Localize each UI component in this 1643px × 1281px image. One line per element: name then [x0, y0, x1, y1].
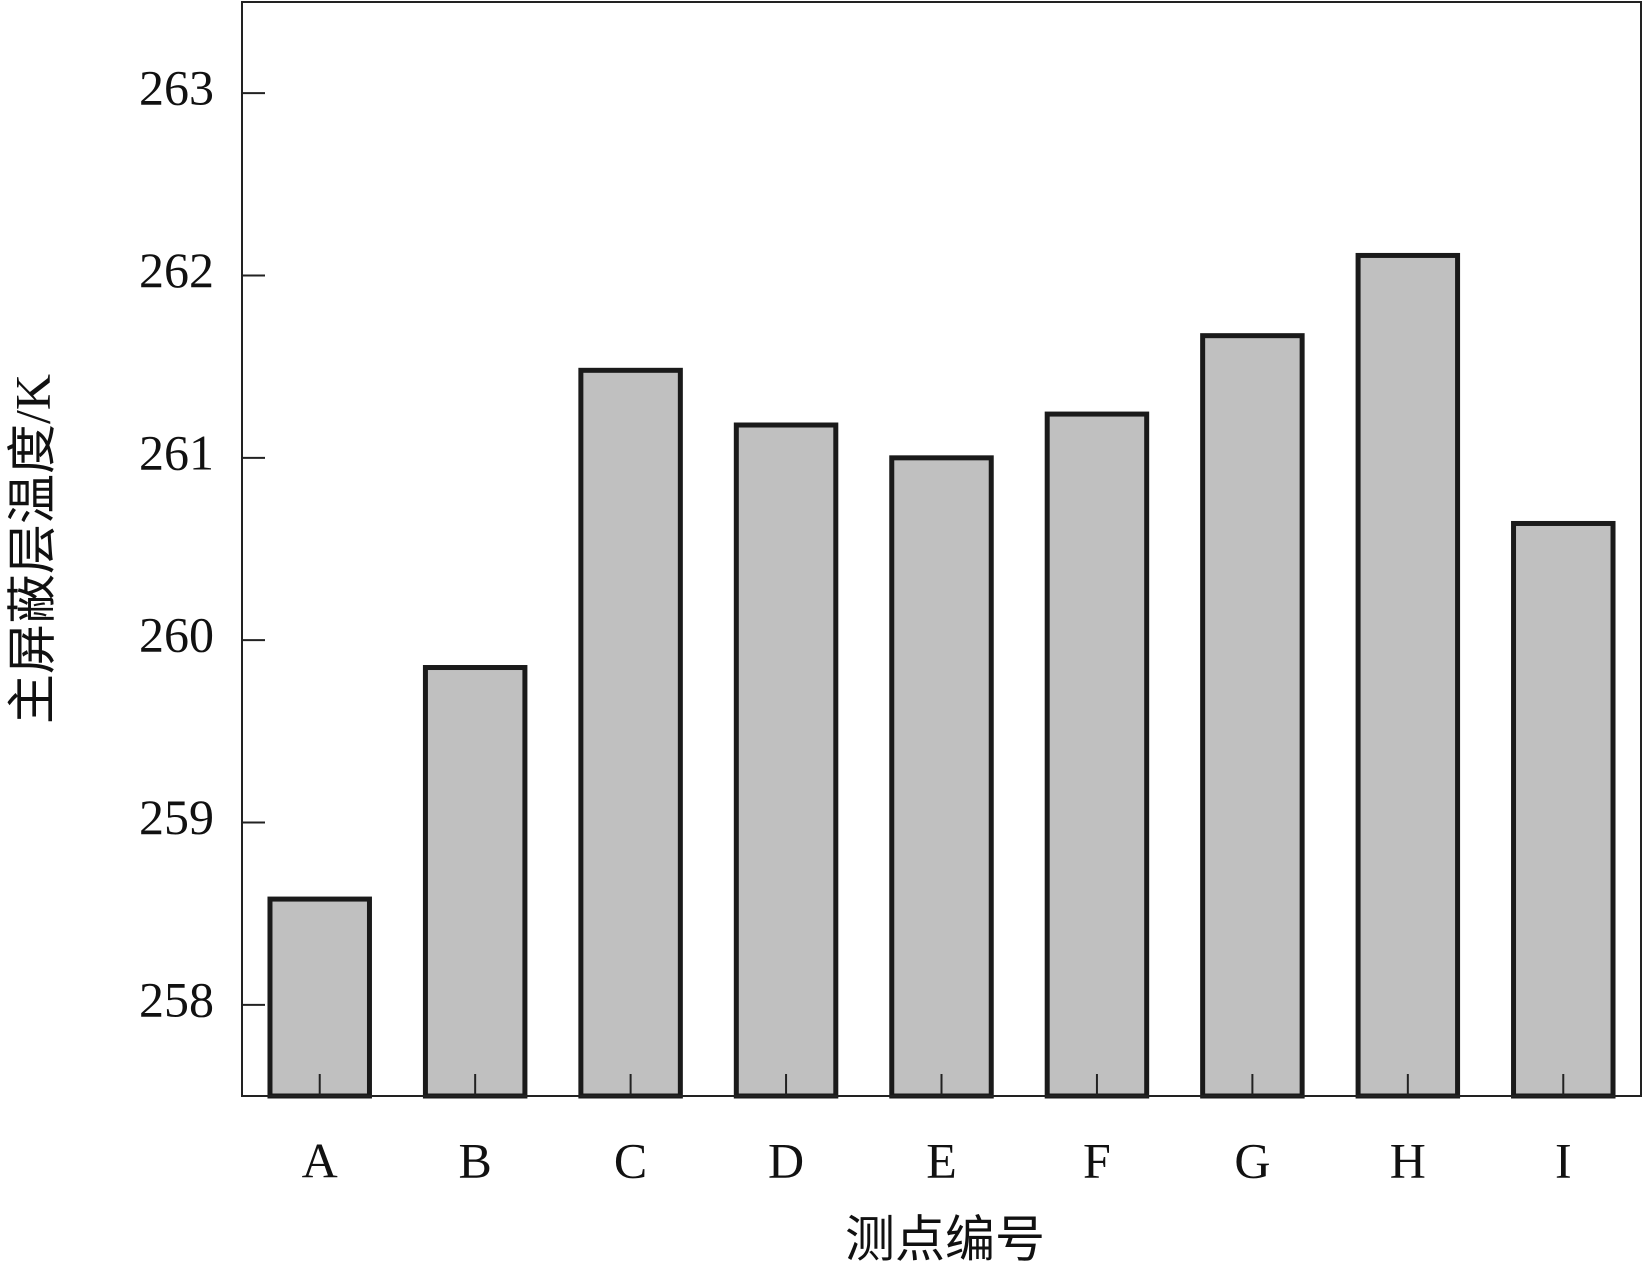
x-tick-label: F	[1083, 1132, 1111, 1188]
x-tick-label: D	[768, 1132, 804, 1188]
bar	[1511, 520, 1616, 1099]
x-tick-label: I	[1555, 1132, 1572, 1188]
y-tick-label: 261	[139, 424, 214, 480]
x-tick-label: C	[614, 1132, 647, 1188]
bar	[1200, 333, 1305, 1099]
bar	[1355, 252, 1461, 1099]
bar	[733, 422, 839, 1099]
y-tick-label: 260	[139, 607, 214, 663]
x-tick-label: G	[1234, 1132, 1270, 1188]
plot-frame	[241, 1, 1642, 1097]
x-tick-label: B	[458, 1132, 491, 1188]
bar	[578, 367, 683, 1099]
x-tick-label: E	[926, 1132, 957, 1188]
y-tick-label: 263	[139, 60, 214, 116]
x-axis-label: 测点编号	[845, 1211, 1045, 1267]
y-tick-label: 262	[139, 242, 214, 298]
y-axis-label: 主屏蔽层温度/K	[4, 374, 60, 724]
bar	[422, 665, 528, 1099]
bar	[889, 455, 994, 1099]
bar	[267, 896, 372, 1099]
x-tick-label: H	[1390, 1132, 1426, 1188]
y-tick-label: 259	[139, 789, 214, 845]
y-tick-label: 258	[139, 971, 214, 1027]
bar	[1044, 411, 1150, 1099]
x-tick-label: A	[302, 1132, 338, 1188]
